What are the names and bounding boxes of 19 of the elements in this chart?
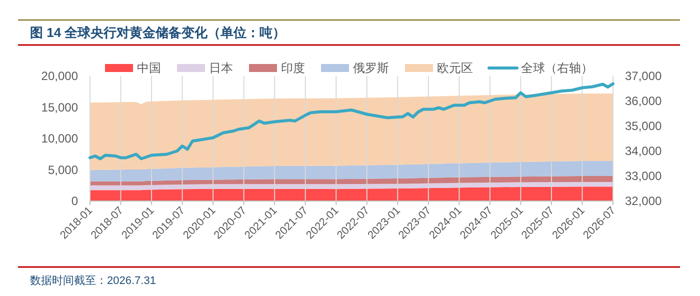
y2-tick-label: 32,000 [625,194,662,208]
y-tick-label: 20,000 [41,69,78,83]
y2-tick-label: 36,000 [625,94,662,108]
legend-label: 日本 [209,61,233,75]
y-tick-label: 5,000 [48,162,78,177]
y-tick-label: 10,000 [41,132,78,146]
y-tick-label: 15,000 [41,100,78,114]
legend-label: 俄罗斯 [353,61,389,75]
y2-tick-label: 34,000 [625,144,662,158]
y-tick-label: 0 [71,194,78,208]
legend-label: 印度 [281,61,305,75]
chart-title: 图 14 全球央行对黄金储备变化（单位：吨） [30,25,286,40]
legend-label: 全球（右轴） [521,61,593,75]
text: 数据时间截至：2026.7.31 [30,274,156,287]
y2-tick-label: 37,000 [625,69,662,83]
y2-tick-label: 33,000 [625,169,662,183]
legend-label: 欧元区 [437,61,473,75]
y2-tick-label: 35,000 [625,119,662,133]
legend-label: 中国 [137,61,161,75]
